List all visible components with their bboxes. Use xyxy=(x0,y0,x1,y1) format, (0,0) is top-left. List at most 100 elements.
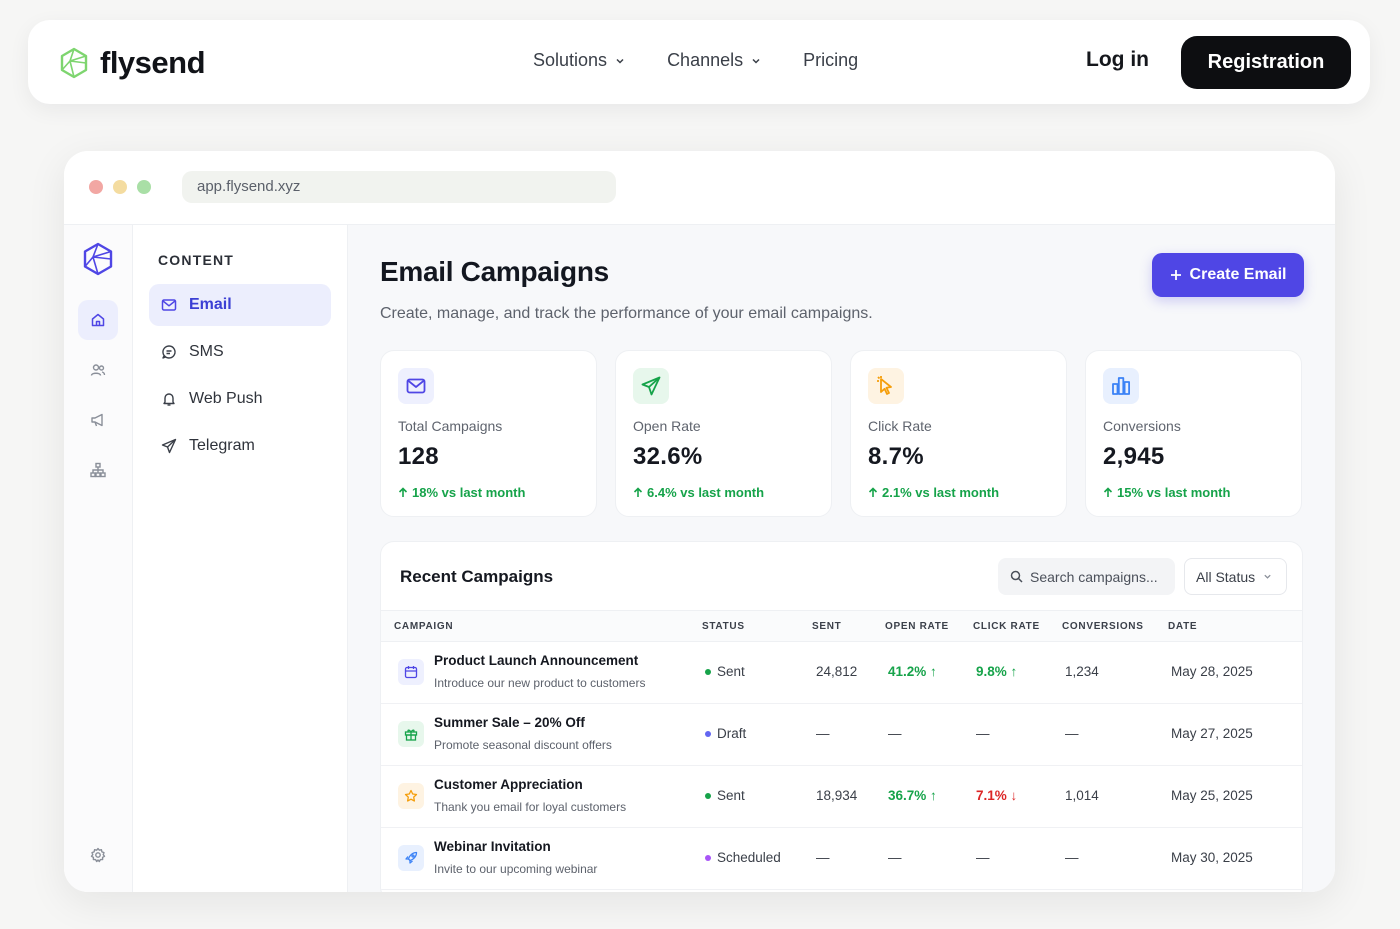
status-filter-select[interactable]: All Status xyxy=(1184,558,1287,595)
column-header[interactable]: OPEN RATE xyxy=(885,621,949,632)
login-link[interactable]: Log in xyxy=(1086,48,1149,71)
nav-pricing[interactable]: Pricing xyxy=(803,50,858,71)
sent-count: 18,934 xyxy=(816,788,858,803)
stat-change: 6.4% vs last month xyxy=(633,485,764,500)
arrow-up-icon xyxy=(633,487,643,498)
maximize-dot[interactable] xyxy=(137,180,151,194)
open-rate: — xyxy=(888,850,902,865)
campaign-name[interactable]: Summer Sale – 20% Off xyxy=(434,715,585,730)
mail-icon xyxy=(161,297,177,313)
home-icon xyxy=(90,312,106,328)
stat-change: 15% vs last month xyxy=(1103,485,1230,500)
stat-label: Open Rate xyxy=(633,418,701,434)
stat-value: 32.6% xyxy=(633,443,703,470)
recent-campaigns-title: Recent Campaigns xyxy=(400,567,554,586)
column-header[interactable]: CAMPAIGN xyxy=(394,621,454,632)
gear-icon xyxy=(90,847,106,863)
sidebar-item-web-push[interactable]: Web Push xyxy=(149,378,331,420)
campaign-name[interactable]: Customer Appreciation xyxy=(434,777,583,792)
stat-label: Conversions xyxy=(1103,418,1181,434)
column-header[interactable]: CLICK RATE xyxy=(973,621,1040,632)
status-badge: Sent xyxy=(705,788,745,803)
sidebar-section-title: CONTENT xyxy=(158,252,235,268)
create-email-label: Create Email xyxy=(1189,266,1287,283)
sent-count: — xyxy=(816,850,830,865)
users-icon xyxy=(90,362,106,378)
nav-channels-label: Channels xyxy=(667,50,744,70)
sent-count: — xyxy=(816,726,830,741)
conversions: 1,234 xyxy=(1065,664,1099,679)
browser-titlebar: app.flysend.xyz xyxy=(64,151,1335,225)
table-row[interactable]: Webinar Invitation Invite to our upcomin… xyxy=(381,828,1302,890)
campaign-name[interactable]: Product Launch Announcement xyxy=(434,653,639,668)
nav-solutions[interactable]: Solutions xyxy=(533,50,625,71)
create-email-button[interactable]: Create Email xyxy=(1152,253,1304,297)
click-rate: 9.8% ↑ xyxy=(976,664,1018,679)
stat-change-text: 18% vs last month xyxy=(412,485,526,500)
registration-button[interactable]: Registration xyxy=(1181,36,1351,89)
status-badge: Draft xyxy=(705,726,746,741)
stat-card-total-campaigns: Total Campaigns 128 18% vs last month xyxy=(380,350,597,517)
nav-channels[interactable]: Channels xyxy=(667,50,761,71)
brand-name: flysend xyxy=(100,45,206,80)
stat-card-click-rate: Click Rate 8.7% 2.1% vs last month xyxy=(850,350,1067,517)
sidebar-item-email[interactable]: Email xyxy=(149,284,331,326)
campaign-date: May 28, 2025 xyxy=(1171,664,1253,679)
mail-icon xyxy=(398,368,434,404)
conversions: — xyxy=(1065,850,1079,865)
column-header[interactable]: DATE xyxy=(1168,621,1198,632)
page-title: Email Campaigns xyxy=(380,256,609,287)
stat-change-text: 6.4% vs last month xyxy=(647,485,765,500)
stat-change: 2.1% vs last month xyxy=(868,485,999,500)
arrow-up-icon xyxy=(1103,487,1113,498)
star-icon xyxy=(398,783,424,809)
hexagon-logo-icon xyxy=(58,47,90,79)
campaign-name[interactable]: Webinar Invitation xyxy=(434,839,551,854)
cursor-icon xyxy=(868,368,904,404)
table-row[interactable]: Product Launch Announcement Introduce ou… xyxy=(381,642,1302,704)
send-icon xyxy=(633,368,669,404)
open-rate: 41.2% ↑ xyxy=(888,664,937,679)
arrow-up-icon xyxy=(398,487,408,498)
minimize-dot[interactable] xyxy=(113,180,127,194)
app-window: app.flysend.xyz xyxy=(64,151,1335,892)
sidebar-item-telegram[interactable]: Telegram xyxy=(149,425,331,467)
sidebar-item-label: SMS xyxy=(189,343,224,360)
rocket-icon xyxy=(398,845,424,871)
search-input[interactable]: Search campaigns... xyxy=(998,558,1175,595)
rail-home-button[interactable] xyxy=(78,300,118,340)
close-dot[interactable] xyxy=(89,180,103,194)
sidebar-item-label: Email xyxy=(189,296,232,313)
plus-icon xyxy=(1170,269,1182,281)
rail-flows-button[interactable] xyxy=(78,450,118,490)
bell-icon xyxy=(161,391,177,407)
rail-users-button[interactable] xyxy=(78,350,118,390)
open-rate: 36.7% ↑ xyxy=(888,788,937,803)
click-rate: — xyxy=(976,726,990,741)
main-content: Email Campaigns Create, manage, and trac… xyxy=(348,225,1335,892)
campaign-description: Invite to our upcoming webinar xyxy=(434,862,598,876)
send-icon xyxy=(161,438,177,454)
search-icon xyxy=(1010,570,1023,583)
campaign-description: Thank you email for loyal customers xyxy=(434,800,627,814)
app-logo-icon[interactable] xyxy=(80,241,116,277)
table-header: CAMPAIGN STATUS SENT OPEN RATE CLICK RAT… xyxy=(381,610,1302,642)
table-row[interactable]: Summer Sale – 20% Off Promote seasonal d… xyxy=(381,704,1302,766)
rail-settings-button[interactable] xyxy=(78,835,118,875)
main-nav: Solutions Channels Pricing xyxy=(533,50,858,71)
sidebar-item-label: Telegram xyxy=(189,437,255,454)
url-bar[interactable]: app.flysend.xyz xyxy=(182,171,616,203)
rail-campaigns-button[interactable] xyxy=(78,400,118,440)
status-filter-value: All Status xyxy=(1196,568,1256,585)
column-header[interactable]: SENT xyxy=(812,621,842,632)
column-header[interactable]: CONVERSIONS xyxy=(1062,621,1144,632)
brand[interactable]: flysend xyxy=(58,45,206,81)
conversions: 1,014 xyxy=(1065,788,1099,803)
sidebar-item-sms[interactable]: SMS xyxy=(149,331,331,373)
column-header[interactable]: STATUS xyxy=(702,621,745,632)
conversions: — xyxy=(1065,726,1079,741)
arrow-up-icon xyxy=(868,487,878,498)
icon-rail xyxy=(64,225,133,892)
table-row[interactable]: Customer Appreciation Thank you email fo… xyxy=(381,766,1302,828)
megaphone-icon xyxy=(90,412,106,428)
